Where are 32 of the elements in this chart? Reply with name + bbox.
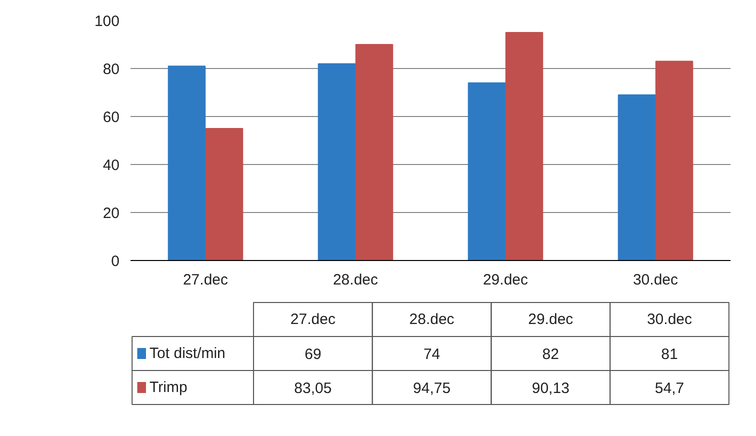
data-label: 90,13 — [532, 380, 570, 397]
y-tick-label: 0 — [111, 253, 120, 270]
legend-label: Trimp — [150, 379, 188, 396]
y-tick-label: 80 — [102, 61, 120, 78]
legend-label: Tot dist/min — [150, 345, 226, 362]
bar — [355, 44, 394, 260]
bar — [505, 32, 544, 260]
bar — [468, 82, 506, 260]
data-label: 54,7 — [654, 380, 684, 397]
data-label: 74 — [423, 346, 440, 363]
bar — [655, 60, 694, 260]
bar — [205, 128, 244, 260]
data-label: 83,05 — [294, 380, 332, 397]
x-tick-label: 28.dec — [332, 272, 379, 288]
data-label: 69 — [304, 346, 322, 363]
x-tick-label: 30.dec — [632, 272, 679, 288]
x-tick-label: 29.dec — [482, 272, 529, 288]
data-label: 82 — [542, 346, 559, 363]
y-tick-label: 100 — [94, 13, 120, 30]
y-tick-label: 40 — [102, 157, 120, 174]
x-tick-label: 27.dec — [182, 272, 229, 288]
category-label: 30.dec — [646, 311, 693, 328]
data-label: 94,75 — [413, 380, 451, 397]
data-label: 81 — [661, 346, 678, 363]
bar — [168, 66, 206, 260]
bar — [318, 63, 356, 260]
category-label: 27.dec — [290, 311, 336, 328]
bar — [618, 94, 656, 260]
y-tick-label: 20 — [102, 205, 120, 222]
y-tick-label: 60 — [102, 109, 120, 126]
category-label: 29.dec — [528, 311, 574, 328]
category-label: 28.dec — [409, 311, 455, 328]
